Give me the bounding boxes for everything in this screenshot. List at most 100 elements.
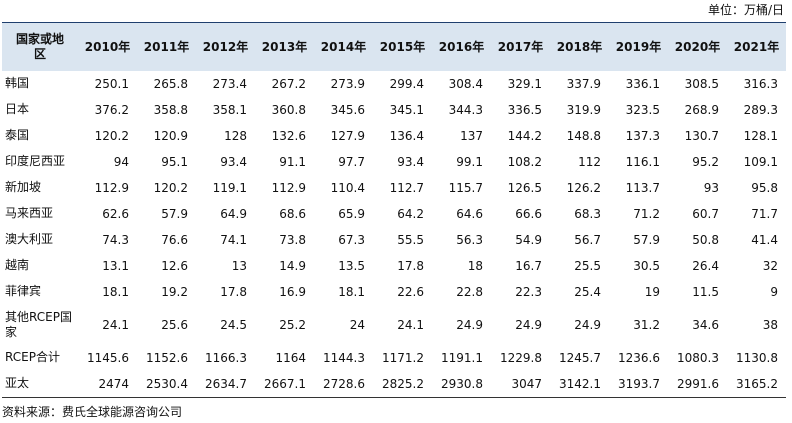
value-cell: 74.1 bbox=[220, 232, 247, 247]
table-row: 印度尼西亚 94 95.1 93.4 91.1 97.7 93.4 99.1 108.2 112 1… bbox=[2, 149, 786, 175]
value-cell: 3047 bbox=[511, 376, 542, 391]
value-cell: 144.2 bbox=[507, 128, 542, 143]
value-cell: 57.9 bbox=[161, 206, 188, 221]
value-cell: 65.9 bbox=[338, 206, 365, 221]
value-cell: 109.1 bbox=[743, 154, 778, 169]
value-cell: 38 bbox=[762, 317, 778, 332]
value-cell: 319.9 bbox=[566, 102, 601, 117]
header-cell: 2020年 bbox=[674, 40, 721, 55]
value-cell: 25.4 bbox=[574, 284, 601, 299]
value-cell: 345.1 bbox=[389, 102, 424, 117]
value-cell: 30.5 bbox=[633, 258, 660, 273]
value-cell: 3165.2 bbox=[736, 376, 778, 391]
value-cell: 1229.8 bbox=[500, 350, 542, 365]
header-cell: 2017年 bbox=[497, 40, 544, 55]
value-cell: 2728.6 bbox=[323, 376, 365, 391]
table-row: 泰国 120.2 120.9 128 132.6 127.9 136.4 137 144.2 14… bbox=[2, 123, 786, 149]
value-cell: 76.6 bbox=[161, 232, 188, 247]
value-cell: 18 bbox=[467, 258, 483, 273]
value-cell: 128 bbox=[224, 128, 247, 143]
value-cell: 1236.6 bbox=[618, 350, 660, 365]
value-cell: 3193.7 bbox=[618, 376, 660, 391]
value-cell: 57.9 bbox=[633, 232, 660, 247]
value-cell: 2667.1 bbox=[264, 376, 306, 391]
value-cell: 56.3 bbox=[456, 232, 483, 247]
value-cell: 68.6 bbox=[279, 206, 306, 221]
value-cell: 2930.8 bbox=[441, 376, 483, 391]
value-cell: 137 bbox=[460, 128, 483, 143]
value-cell: 268.9 bbox=[684, 102, 719, 117]
value-cell: 12.6 bbox=[161, 258, 188, 273]
value-cell: 110.4 bbox=[330, 180, 365, 195]
value-cell: 127.9 bbox=[330, 128, 365, 143]
value-cell: 250.1 bbox=[94, 76, 129, 91]
value-cell: 1130.8 bbox=[736, 350, 778, 365]
value-cell: 148.8 bbox=[566, 128, 601, 143]
value-cell: 1145.6 bbox=[87, 350, 129, 365]
value-cell: 22.8 bbox=[456, 284, 483, 299]
value-cell: 93.4 bbox=[397, 154, 424, 169]
header-cell: 2021年 bbox=[733, 40, 780, 55]
value-cell: 113.7 bbox=[625, 180, 660, 195]
value-cell: 126.5 bbox=[507, 180, 542, 195]
value-cell: 360.8 bbox=[271, 102, 306, 117]
value-cell: 112.9 bbox=[271, 180, 306, 195]
value-cell: 120.2 bbox=[153, 180, 188, 195]
table-row: 其他RCEP国家 24.1 25.6 24.5 25.2 24 24.1 24.9 24.9 24… bbox=[2, 305, 786, 345]
value-cell: 25.6 bbox=[161, 317, 188, 332]
header-cell: 2016年 bbox=[438, 40, 485, 55]
value-cell: 60.7 bbox=[692, 206, 719, 221]
value-cell: 344.3 bbox=[448, 102, 483, 117]
value-cell: 94 bbox=[113, 154, 129, 169]
value-cell: 64.6 bbox=[456, 206, 483, 221]
value-cell: 9 bbox=[770, 284, 778, 299]
header-cell: 国家或地区 bbox=[15, 31, 64, 61]
table-row: 韩国 250.1 265.8 273.4 267.2 273.9 299.4 308.4 329… bbox=[2, 71, 786, 97]
value-cell: 68.3 bbox=[574, 206, 601, 221]
value-cell: 16.9 bbox=[279, 284, 306, 299]
row-label: RCEP合计 bbox=[5, 350, 60, 364]
value-cell: 1144.3 bbox=[323, 350, 365, 365]
value-cell: 62.6 bbox=[102, 206, 129, 221]
table-row: 亚太 2474 2530.4 2634.7 2667.1 2728.6 2825.2 2930… bbox=[2, 371, 786, 397]
value-cell: 91.1 bbox=[279, 154, 306, 169]
value-cell: 31.2 bbox=[633, 317, 660, 332]
value-cell: 112 bbox=[578, 154, 601, 169]
row-label: 韩国 bbox=[5, 76, 30, 90]
value-cell: 136.4 bbox=[389, 128, 424, 143]
value-cell: 93 bbox=[703, 180, 719, 195]
value-cell: 112.7 bbox=[389, 180, 424, 195]
value-cell: 336.1 bbox=[625, 76, 660, 91]
unit-label: 单位：万桶/日 bbox=[707, 3, 784, 17]
value-cell: 32 bbox=[762, 258, 778, 273]
value-cell: 2991.6 bbox=[677, 376, 719, 391]
row-label: 澳大利亚 bbox=[5, 232, 54, 246]
header-cell: 2019年 bbox=[615, 40, 662, 55]
value-cell: 130.7 bbox=[684, 128, 719, 143]
value-cell: 71.7 bbox=[751, 206, 778, 221]
value-cell: 299.4 bbox=[389, 76, 424, 91]
value-cell: 41.4 bbox=[751, 232, 778, 247]
table-row: 新加坡 112.9 120.2 119.1 112.9 110.4 112.7 115.7 12… bbox=[2, 175, 786, 201]
value-cell: 25.5 bbox=[574, 258, 601, 273]
value-cell: 1171.2 bbox=[382, 350, 424, 365]
value-cell: 376.2 bbox=[94, 102, 129, 117]
value-cell: 358.1 bbox=[212, 102, 247, 117]
row-label: 新加坡 bbox=[5, 180, 42, 194]
value-cell: 1245.7 bbox=[559, 350, 601, 365]
table-body: 韩国 250.1 265.8 273.4 267.2 273.9 299.4 308.4 329… bbox=[2, 71, 786, 397]
value-cell: 95.1 bbox=[161, 154, 188, 169]
value-cell: 14.9 bbox=[279, 258, 306, 273]
value-cell: 120.2 bbox=[94, 128, 129, 143]
value-cell: 93.4 bbox=[220, 154, 247, 169]
value-cell: 13.1 bbox=[102, 258, 129, 273]
value-cell: 273.4 bbox=[212, 76, 247, 91]
table-row: 马来西亚 62.6 57.9 64.9 68.6 65.9 64.2 64.6 66.6 68.3… bbox=[2, 201, 786, 227]
value-cell: 126.2 bbox=[566, 180, 601, 195]
value-cell: 128.1 bbox=[743, 128, 778, 143]
value-cell: 24.5 bbox=[220, 317, 247, 332]
value-cell: 95.2 bbox=[692, 154, 719, 169]
header-cell: 2010年 bbox=[84, 40, 131, 55]
value-cell: 71.2 bbox=[633, 206, 660, 221]
value-cell: 2530.4 bbox=[146, 376, 188, 391]
